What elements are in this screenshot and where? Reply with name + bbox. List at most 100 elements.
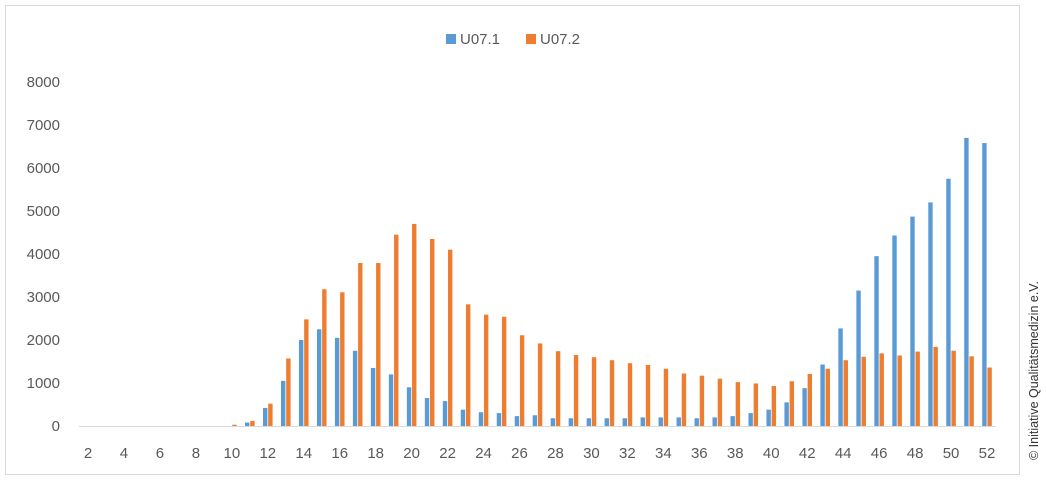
bar-u07-2-week-45 [861,356,866,426]
chart-frame: U07.1 U07.2 0 1000 2000 3000 4000 5000 6000 7000… [5,5,1020,475]
bar-u07-1-week-46 [874,256,879,426]
bar-u07-1-week-40 [766,409,771,426]
bar-u07-1-week-11 [245,422,250,426]
bar-u07-1-week-24 [478,412,484,426]
bar-u07-1-week-34 [658,417,663,426]
y-tick-label: 8000 [27,74,60,91]
y-axis-ticks: 0 1000 2000 3000 4000 5000 6000 7000 8000 [27,74,60,435]
bar-u07-2-week-40 [771,386,777,426]
x-tick-label: 38 [727,445,744,462]
x-tick-label: 20 [403,445,420,462]
legend-swatch-u07-2 [526,34,536,44]
y-tick-label: 5000 [27,203,60,220]
x-tick-label: 10 [223,445,240,462]
x-tick-label: 4 [120,445,128,462]
bar-u07-2-week-27 [537,343,543,426]
bar-u07-1-week-26 [514,416,520,426]
x-tick-label: 44 [835,445,852,462]
x-tick-label: 40 [763,445,780,462]
y-tick-label: 4000 [27,246,60,263]
bar-u07-1-week-50 [946,178,951,426]
bar-u07-2-week-51 [969,356,974,426]
bar-u07-2-week-23 [465,304,471,426]
copyright-credit: © Initiative Qualitätsmedizin e.V. [1027,281,1041,460]
x-tick-label: 22 [439,445,456,462]
bar-u07-1-week-15 [316,329,322,426]
x-tick-label: 2 [84,445,92,462]
bar-u07-2-week-37 [717,378,723,426]
bar-u07-2-week-33 [645,364,651,426]
bar-u07-2-week-15 [322,289,327,426]
bar-u07-1-week-14 [298,340,304,426]
bar-u07-2-week-50 [951,350,956,426]
bar-u07-1-week-41 [784,402,789,426]
bar-u07-1-week-12 [262,407,268,426]
bar-u07-2-week-29 [573,355,579,426]
legend-swatch-u07-1 [446,34,456,44]
x-tick-label: 50 [943,445,960,462]
x-tick-label: 16 [331,445,348,462]
bar-u07-2-week-11 [250,420,255,426]
x-tick-label: 52 [979,445,996,462]
bar-u07-2-week-16 [340,292,345,426]
bar-u07-1-week-45 [856,290,861,426]
bar-u07-1-week-18 [370,367,376,426]
y-tick-label: 3000 [27,289,60,306]
bar-u07-2-week-48 [915,351,920,426]
bar-u07-1-week-33 [640,417,645,426]
chart-legend: U07.1 U07.2 [446,31,580,48]
x-tick-label: 12 [259,445,276,462]
bar-u07-2-week-32 [627,363,633,426]
bar-u07-2-week-22 [448,249,453,426]
bar-u07-2-week-30 [591,357,597,426]
bar-u07-1-week-36 [694,418,699,426]
x-tick-label: 28 [547,445,564,462]
bar-u07-1-week-52 [982,143,987,426]
bar-u07-1-week-21 [424,398,430,426]
bar-u07-1-week-42 [802,388,807,426]
bar-u07-1-week-32 [622,418,627,426]
bar-u07-1-week-27 [532,415,538,426]
bar-u07-1-week-49 [928,202,933,426]
bar-u07-1-week-38 [730,416,735,426]
bar-u07-1-week-31 [604,418,610,426]
y-tick-label: 6000 [27,160,60,177]
bar-u07-2-week-18 [376,263,381,426]
x-axis-ticks: 2 4 6 8 10 12 14 16 18 20 22 24 26 28 30 32 34 36 38 40 42 44… [84,445,996,462]
bar-chart: U07.1 U07.2 0 1000 2000 3000 4000 5000 6000 7000… [27,31,996,462]
bar-u07-2-week-24 [483,314,489,426]
bar-u07-1-week-19 [388,374,394,426]
bar-u07-2-week-43 [825,368,830,426]
bar-u07-1-week-37 [712,417,717,426]
x-tick-label: 8 [192,445,200,462]
bar-u07-1-week-51 [964,137,969,426]
bar-u07-1-week-20 [406,387,412,426]
bar-u07-1-week-22 [442,401,448,426]
bar-u07-1-week-48 [910,216,915,426]
bar-u07-2-week-35 [681,373,687,426]
legend-label-u07-2: U07.2 [540,31,580,48]
bar-u07-2-week-42 [807,373,813,426]
x-tick-label: 46 [871,445,888,462]
x-tick-label: 36 [691,445,708,462]
bar-u07-1-week-30 [586,418,592,426]
bar-u07-1-week-23 [460,409,466,426]
x-tick-label: 24 [475,445,492,462]
bar-u07-2-week-36 [699,375,705,426]
bar-u07-1-week-35 [676,417,681,426]
bar-u07-2-week-13 [286,358,291,426]
bar-u07-1-week-16 [334,337,340,426]
bar-u07-2-week-49 [933,346,938,426]
bar-u07-1-week-47 [892,235,897,426]
x-tick-label: 14 [295,445,312,462]
bar-u07-2-week-41 [789,381,795,426]
bar-u07-2-week-47 [897,355,902,426]
bar-u07-2-week-52 [987,367,992,426]
bar-u07-2-week-12 [268,403,273,426]
y-tick-label: 1000 [27,375,60,392]
bar-u07-1-week-13 [280,380,286,426]
bar-u07-2-week-38 [735,382,741,426]
y-tick-label: 7000 [27,117,60,134]
bar-u07-1-week-39 [748,413,753,426]
bar-u07-2-week-26 [519,335,525,426]
